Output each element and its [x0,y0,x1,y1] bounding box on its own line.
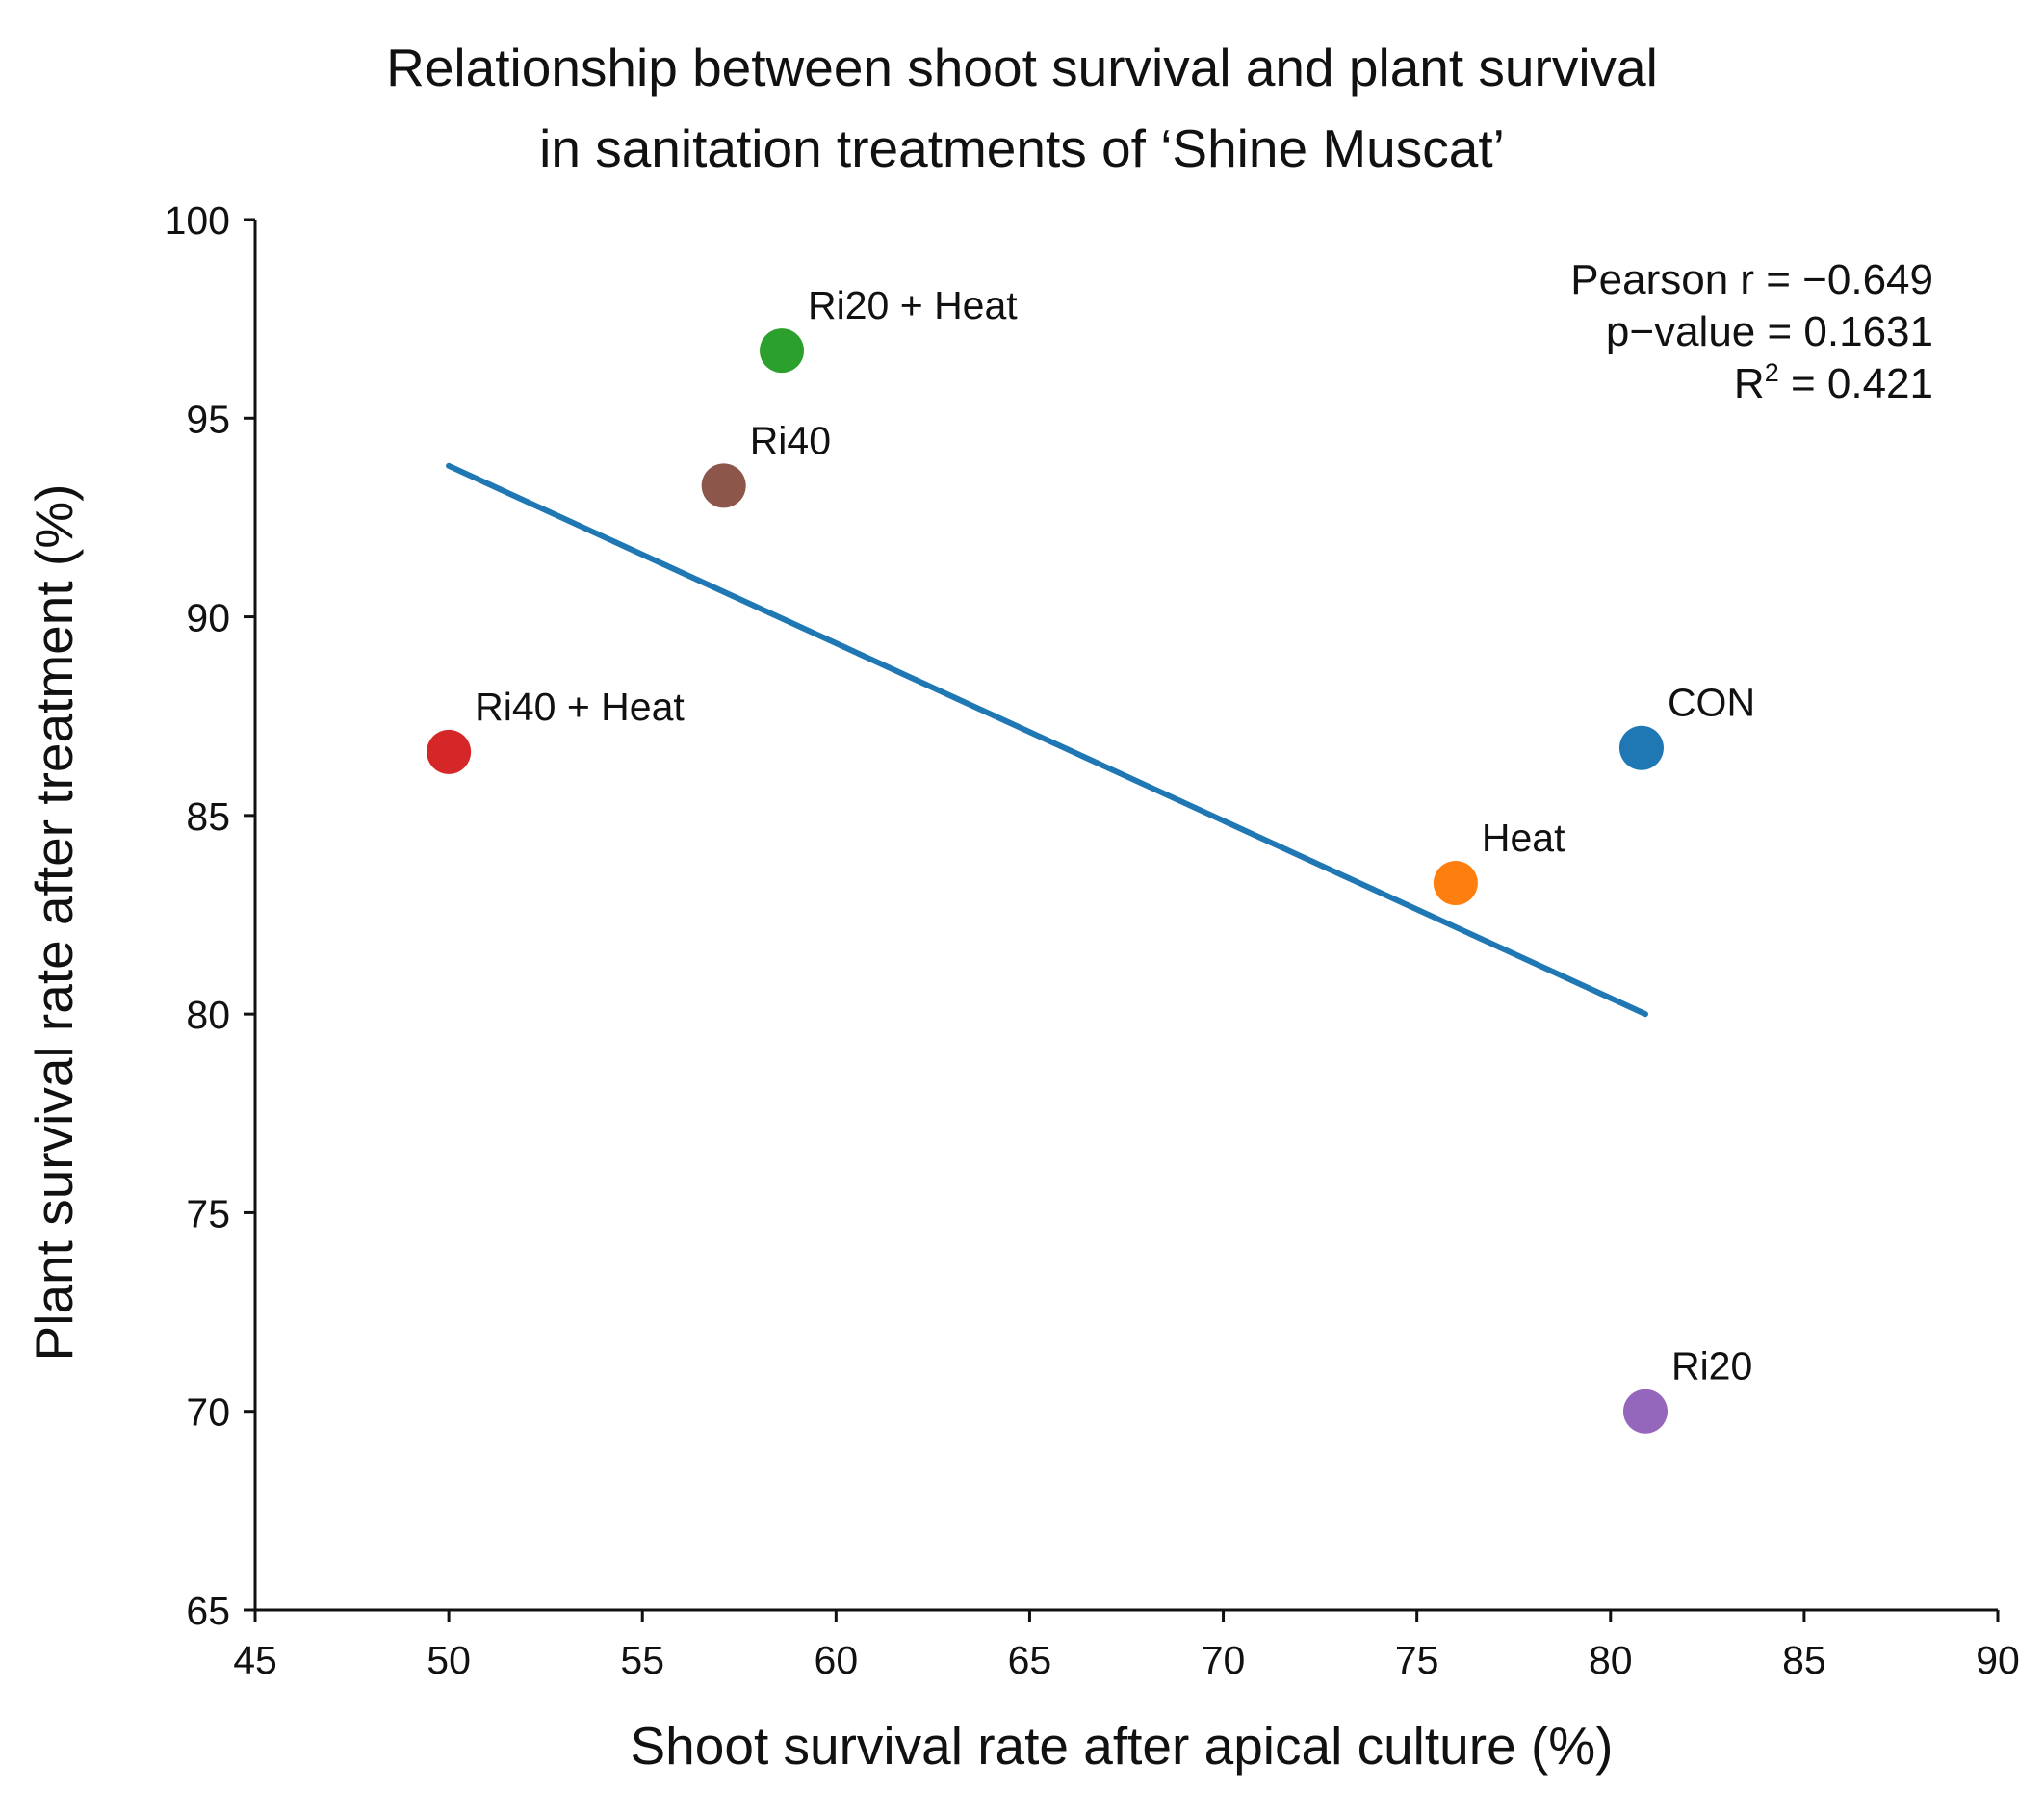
r-squared-value: = 0.421 [1779,360,1933,407]
y-tick-label: 85 [186,794,230,839]
x-tick-label: 55 [620,1638,664,1682]
data-point-label: Ri40 + Heat [475,685,685,729]
x-tick-label: 80 [1589,1638,1633,1682]
data-point [427,729,472,774]
points-layer: CON Heat Ri20 + Heat Ri40 + Heat Ri20 Ri40 [427,283,1755,1434]
data-point [1622,1389,1668,1434]
r-squared-symbol: R [1734,360,1765,407]
stats-line: Pearson r = −0.649 [1570,256,1933,303]
y-tick-label: 100 [165,198,230,243]
x-tick-label: 90 [1976,1638,2020,1682]
y-axis-label: Plant survival rate after treatment (%) [24,484,84,1362]
y-tick-label: 75 [186,1191,230,1235]
chart-title-line-2: in sanitation treatments of ‘Shine Musca… [539,118,1505,178]
y-tick-label: 65 [186,1589,230,1633]
regression-line [446,462,1648,1018]
data-point [1433,860,1478,905]
data-point-label: Ri20 + Heat [808,283,1018,327]
x-tick-label: 50 [427,1638,471,1682]
r-squared-superscript: 2 [1765,358,1779,387]
y-tick-label: 90 [186,596,230,640]
x-tick-label: 85 [1782,1638,1826,1682]
chart-title-line-1: Relationship between shoot survival and … [386,38,1658,97]
y-tick-label: 95 [186,397,230,441]
x-tick-label: 75 [1395,1638,1439,1682]
data-point [1618,725,1664,770]
data-point-label: Ri20 [1671,1344,1752,1389]
x-tick-label: 65 [1008,1638,1052,1682]
trendline-layer [446,462,1648,1018]
x-tick-label: 45 [233,1638,277,1682]
data-point [760,328,805,374]
data-point-label: Heat [1482,816,1565,860]
stats-line: R2 = 0.421 [1734,358,1933,407]
y-tick-label: 80 [186,993,230,1037]
data-point [701,463,746,508]
y-tick-label: 70 [186,1390,230,1435]
x-tick-label: 60 [815,1638,859,1682]
x-tick-label: 70 [1202,1638,1246,1682]
chart-title: Relationship between shoot survival and … [0,27,2044,189]
stats-line: p−value = 0.1631 [1606,308,1933,355]
x-axis-label: Shoot survival rate after apical culture… [631,1716,1614,1776]
axes: 45 50 55 60 65 70 75 80 85 90 65 70 75 80 85 90 95 100 [165,198,2020,1682]
data-point-label: CON [1668,681,1755,725]
data-point-label: Ri40 [750,418,831,462]
